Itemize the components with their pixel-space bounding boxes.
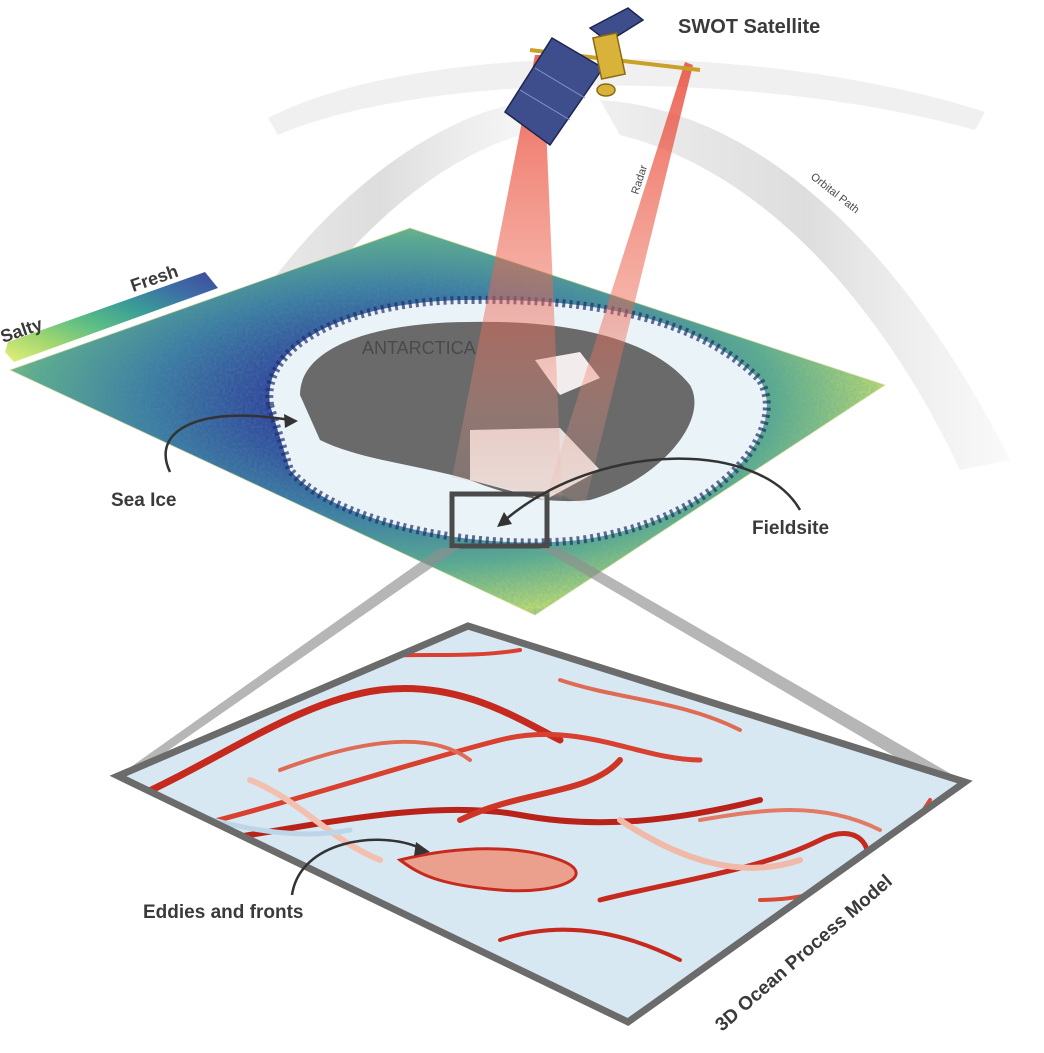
sea-ice-label: Sea Ice [111,490,177,511]
eddies-label: Eddies and fronts [143,902,303,923]
fieldsite-annotation: Fieldsite [497,457,829,539]
satellite-label: SWOT Satellite [678,16,820,38]
eddies-annotation: Eddies and fronts [143,838,430,923]
zoom-connectors [118,548,965,786]
curved-arrow-icon [290,838,421,896]
curved-arrow-icon [164,414,291,473]
satellite-icon [503,7,701,147]
antarctica-label: ANTARCTICA [362,338,476,358]
ocean-model-plane [109,622,973,1027]
sea-ice-annotation: Sea Ice [111,414,298,511]
fieldsite-box [449,491,550,549]
fieldsite-label: Fieldsite [752,518,829,539]
model-frame [109,622,973,1027]
curved-arrow-icon [504,457,802,521]
